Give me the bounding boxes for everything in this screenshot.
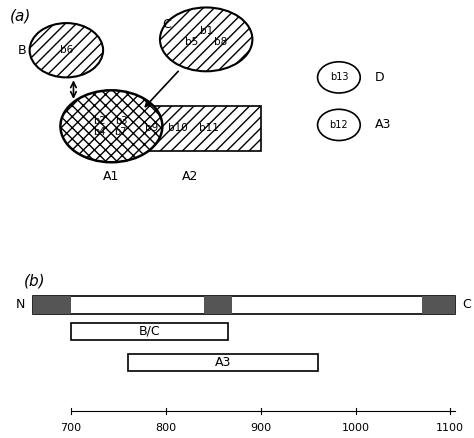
FancyBboxPatch shape [422, 296, 455, 314]
Text: b2: b2 [93, 116, 106, 126]
Text: B: B [18, 44, 26, 57]
Text: C: C [162, 18, 171, 31]
Text: b6: b6 [60, 45, 73, 55]
Text: b5: b5 [185, 37, 199, 47]
Text: A2: A2 [182, 170, 198, 183]
Ellipse shape [318, 62, 360, 93]
Text: A3: A3 [215, 356, 231, 369]
Text: 1100: 1100 [436, 423, 465, 433]
Text: b3: b3 [115, 116, 127, 126]
Text: (b): (b) [24, 274, 46, 289]
Text: C: C [463, 298, 471, 311]
Ellipse shape [160, 7, 252, 71]
Text: A1: A1 [103, 170, 119, 183]
Text: b1: b1 [200, 26, 213, 36]
FancyBboxPatch shape [100, 106, 261, 151]
Text: B/C: B/C [138, 325, 160, 338]
FancyBboxPatch shape [33, 296, 455, 314]
FancyBboxPatch shape [71, 323, 228, 340]
Text: D: D [374, 71, 384, 84]
Ellipse shape [29, 23, 103, 78]
Text: b8: b8 [214, 37, 227, 47]
FancyBboxPatch shape [33, 296, 71, 314]
Text: b12: b12 [329, 120, 348, 130]
Text: b10: b10 [168, 123, 188, 133]
FancyBboxPatch shape [204, 296, 232, 314]
Text: b7: b7 [115, 127, 127, 137]
Text: b11: b11 [199, 123, 219, 133]
Text: b4: b4 [93, 127, 106, 137]
Text: 700: 700 [61, 423, 82, 433]
Text: b13: b13 [329, 72, 348, 82]
Text: 1000: 1000 [341, 423, 370, 433]
Text: 900: 900 [250, 423, 271, 433]
Text: (a): (a) [9, 8, 31, 23]
Text: N: N [16, 298, 26, 311]
FancyBboxPatch shape [128, 354, 318, 371]
Text: b9: b9 [145, 123, 158, 133]
Text: 800: 800 [155, 423, 176, 433]
Text: A3: A3 [374, 118, 391, 131]
Ellipse shape [61, 90, 162, 162]
Ellipse shape [318, 110, 360, 141]
